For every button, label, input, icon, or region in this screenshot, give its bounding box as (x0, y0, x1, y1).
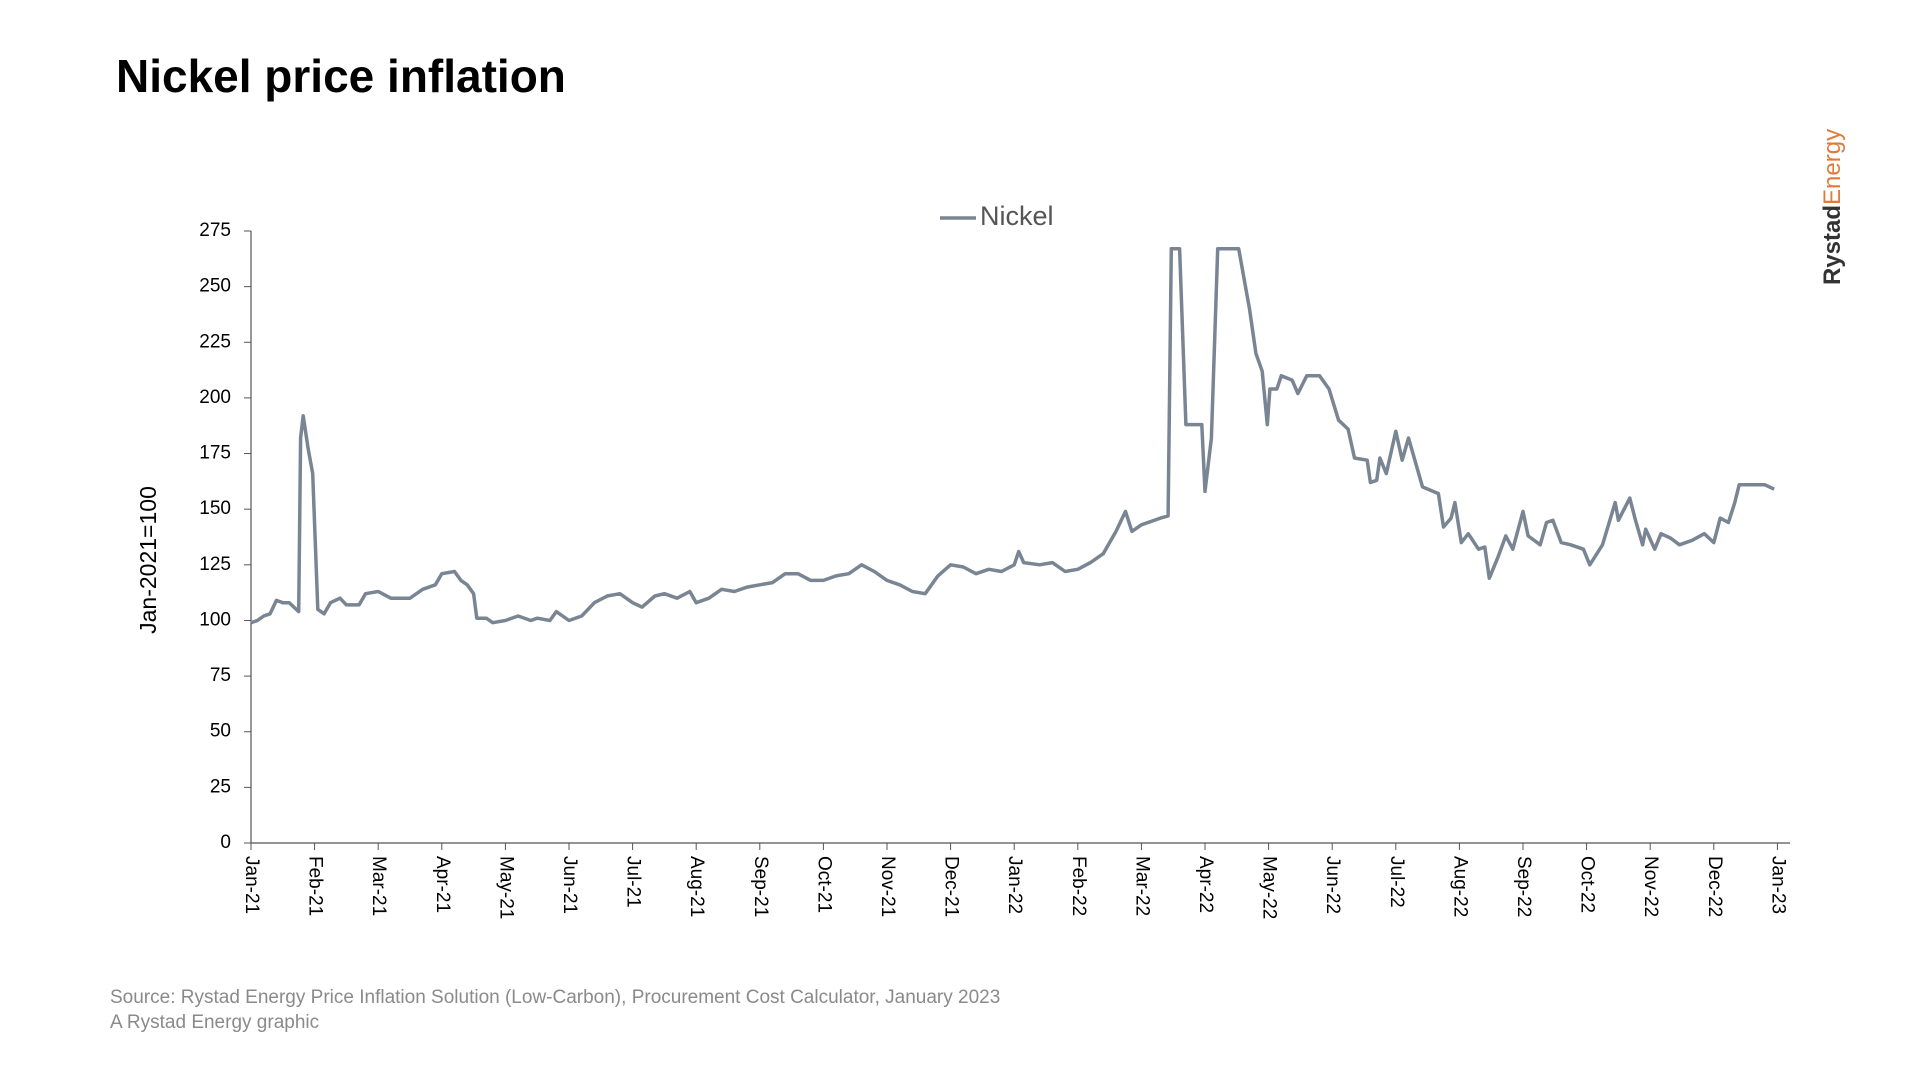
y-tick-label: 25 (210, 776, 231, 797)
y-tick-label: 50 (210, 721, 231, 742)
x-tick-label: Nov-22 (1640, 856, 1661, 917)
x-tick-label: Apr-21 (432, 856, 453, 913)
x-tick-label: Sep-21 (750, 856, 771, 917)
y-tick-label: 275 (199, 220, 231, 241)
x-tick-label: Mar-22 (1131, 856, 1152, 916)
x-tick-label: Jan-23 (1767, 856, 1788, 914)
y-tick-label: 200 (199, 387, 231, 408)
x-tick-label: Aug-22 (1449, 856, 1470, 917)
x-tick-label: Sep-22 (1513, 856, 1534, 917)
x-tick-label: Dec-21 (941, 856, 962, 917)
x-tick-label: Feb-21 (305, 856, 326, 916)
y-tick-label: 100 (199, 609, 231, 630)
chart-title: Nickel price inflation (116, 50, 566, 102)
legend-label: Nickel (980, 201, 1054, 231)
x-tick-label: Oct-22 (1577, 856, 1598, 913)
x-tick-label: Dec-22 (1704, 856, 1725, 917)
x-tick-label: Jan-22 (1004, 856, 1025, 914)
y-tick-label: 250 (199, 276, 231, 297)
x-tick-label: Jul-21 (623, 856, 644, 908)
x-tick-label: Nov-21 (877, 856, 898, 917)
logo-part: Energy (1819, 129, 1846, 205)
x-tick-label: May-21 (495, 856, 516, 919)
y-tick-label: 150 (199, 498, 231, 519)
credit: A Rystad Energy graphic (110, 1012, 319, 1033)
logo: RystadEnergy (1819, 129, 1846, 285)
x-tick-label: Feb-22 (1068, 856, 1089, 916)
x-tick-label: Jun-22 (1322, 856, 1343, 914)
x-tick-label: Jun-21 (559, 856, 580, 914)
x-tick-label: May-22 (1259, 856, 1280, 919)
x-tick-label: Oct-21 (813, 856, 834, 913)
x-tick-label: Apr-22 (1195, 856, 1216, 913)
line (250, 247, 1775, 625)
x-tick-label: Aug-21 (686, 856, 707, 917)
y-tick-label: 175 (199, 443, 231, 464)
x-tick-label: Jul-22 (1386, 856, 1407, 908)
x-tick-label: Mar-21 (368, 856, 389, 916)
y-tick-label: 225 (199, 331, 231, 352)
logo-part: Rystad (1819, 205, 1846, 285)
source: Source: Rystad Energy Price Inflation So… (110, 987, 1000, 1008)
y-tick-label: 75 (210, 665, 231, 686)
y-axis-label: Jan-2021=100 (135, 486, 161, 634)
x-tick-label: Jan-21 (241, 856, 262, 914)
y-tick-label: 125 (199, 554, 231, 575)
y-tick-label: 0 (220, 832, 231, 853)
